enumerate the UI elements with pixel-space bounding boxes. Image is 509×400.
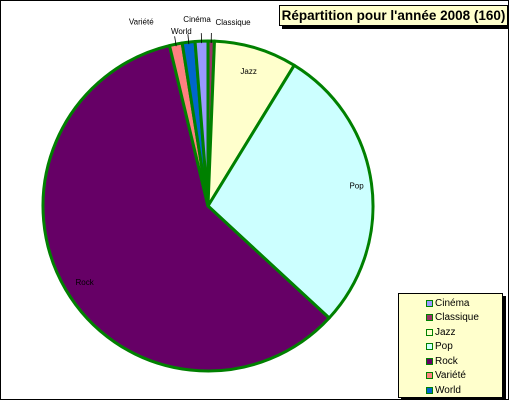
legend-swatch-variete <box>426 371 433 379</box>
pie-slice-pop <box>206 63 375 320</box>
leader-line-world <box>187 34 190 45</box>
legend-item-jazz: Jazz <box>426 325 456 339</box>
slice-label-variete: Variété <box>129 17 154 26</box>
legend-label-jazz: Jazz <box>435 326 456 338</box>
legend-swatch-jazz <box>426 328 433 336</box>
legend-label-cinema: Cinéma <box>435 297 470 309</box>
chart-title: Répartition pour l'année 2008 (160) <box>279 5 508 26</box>
legend-item-world: World <box>426 383 461 397</box>
legend-label-pop: Pop <box>435 340 453 352</box>
legend-swatch-pop <box>426 342 433 350</box>
legend-item-pop: Pop <box>426 339 453 353</box>
legend-item-cinema: Cinéma <box>426 296 469 310</box>
leader-line-variete <box>174 36 177 47</box>
legend-swatch-rock <box>426 357 433 365</box>
legend-label-classique: Classique <box>435 311 479 323</box>
legend-swatch-cinema <box>426 299 433 307</box>
legend-label-rock: Rock <box>435 355 458 367</box>
legend-label-variete: Variété <box>435 369 466 381</box>
legend-label-world: World <box>435 384 461 396</box>
legend-swatch-world <box>426 386 433 394</box>
slice-label-cinema: Cinéma <box>183 15 211 24</box>
slice-label-classique: Classique <box>215 18 251 27</box>
pie-slice-rock <box>41 44 331 373</box>
legend-item-variete: Variété <box>426 368 466 382</box>
legend-item-classique: Classique <box>426 310 479 324</box>
slice-label-pop: Pop <box>349 181 364 190</box>
slice-label-jazz: Jazz <box>240 67 256 76</box>
slice-label-world: World <box>171 27 192 36</box>
legend-item-rock: Rock <box>426 354 458 368</box>
legend: Cinéma Classique Jazz Pop Rock Variété W… <box>398 293 503 398</box>
legend-swatch-classique <box>426 313 433 321</box>
slice-label-rock: Rock <box>75 278 94 287</box>
